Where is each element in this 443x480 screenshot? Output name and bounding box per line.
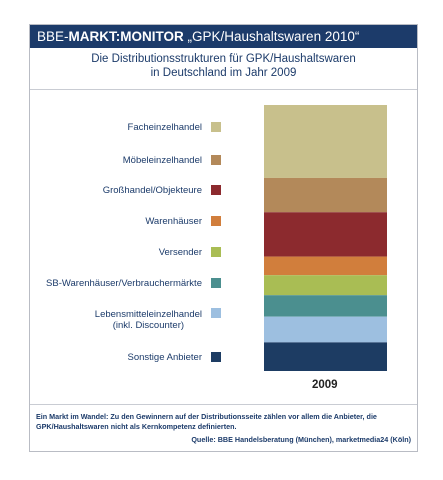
subtitle-line-2: in Deutschland im Jahr 2009 — [150, 67, 297, 79]
banner-suffix: „GPK/Haushaltswaren 2010“ — [183, 29, 360, 44]
legend-item-warenhaeuser: Warenhäuser — [145, 214, 221, 228]
legend-item-sb-warenhaeuser: SB-Warenhäuser/Verbrauchermärkte — [46, 276, 221, 290]
banner: BBE-MARKT:MONITOR „GPK/Haushaltswaren 20… — [30, 25, 417, 48]
bar-segment-8 — [264, 342, 387, 371]
legend-swatch — [211, 185, 221, 195]
legend-label-line-1: Lebensmitteleinzelhandel — [94, 309, 202, 320]
legend-item-sonstige: Sonstige Anbieter — [128, 350, 221, 364]
legend-item-grosshandel: Großhandel/Objekteure — [103, 183, 221, 197]
bar-segment-4 — [264, 256, 387, 276]
legend-swatch — [211, 308, 221, 318]
legend-item-moebeleinzelhandel: Möbeleinzelhandel — [123, 153, 221, 167]
legend-label-line-2: (inkl. Discounter) — [112, 320, 185, 331]
legend-swatch — [211, 155, 221, 165]
bar-segment-3 — [264, 212, 387, 257]
stacked-bar-chart — [264, 105, 387, 371]
legend-label: Großhandel/Objekteure — [102, 184, 202, 196]
divider-top — [30, 89, 417, 90]
legend-label: Warenhäuser — [145, 215, 202, 227]
chart-subtitle: Die Distributionsstrukturen für GPK/Haus… — [30, 52, 417, 80]
bar-segment-2 — [264, 177, 387, 213]
legend-item-facheinzelhandel: Facheinzelhandel — [128, 120, 221, 134]
legend-swatch — [211, 278, 221, 288]
legend-swatch — [211, 352, 221, 362]
x-tick-label-2009: 2009 — [312, 379, 338, 391]
legend-item-versender: Versender — [159, 245, 221, 259]
legend-label: Versender — [158, 246, 202, 258]
infographic-frame: BBE-MARKT:MONITOR „GPK/Haushaltswaren 20… — [29, 24, 418, 452]
legend-swatch — [211, 122, 221, 132]
banner-prefix: BBE- — [37, 29, 69, 44]
banner-brand: MARKT:MONITOR — [68, 29, 184, 44]
footnote: Ein Markt im Wandel: Zu den Gewinnern au… — [36, 412, 377, 431]
legend-label: Möbeleinzelhandel — [122, 154, 202, 166]
bar-segment-1 — [264, 105, 387, 178]
legend-label: SB-Warenhäuser/Verbrauchermärkte — [46, 277, 202, 289]
legend-label: Lebensmitteleinzelhandel (inkl. Discount… — [95, 309, 202, 331]
bar-segment-7 — [264, 316, 387, 343]
legend-swatch — [211, 247, 221, 257]
legend-item-lebensmitteleinzelhandel: Lebensmitteleinzelhandel (inkl. Discount… — [95, 307, 221, 333]
subtitle-line-1: Die Distributionsstrukturen für GPK/Haus… — [91, 53, 356, 65]
legend-label: Sonstige Anbieter — [127, 351, 202, 363]
legend-label: Facheinzelhandel — [127, 121, 202, 133]
bar-segment-5 — [264, 275, 387, 296]
source-line: Quelle: BBE Handelsberatung (München), m… — [191, 435, 411, 444]
legend-swatch — [211, 216, 221, 226]
divider-bottom — [30, 404, 417, 405]
bar-segment-6 — [264, 295, 387, 317]
